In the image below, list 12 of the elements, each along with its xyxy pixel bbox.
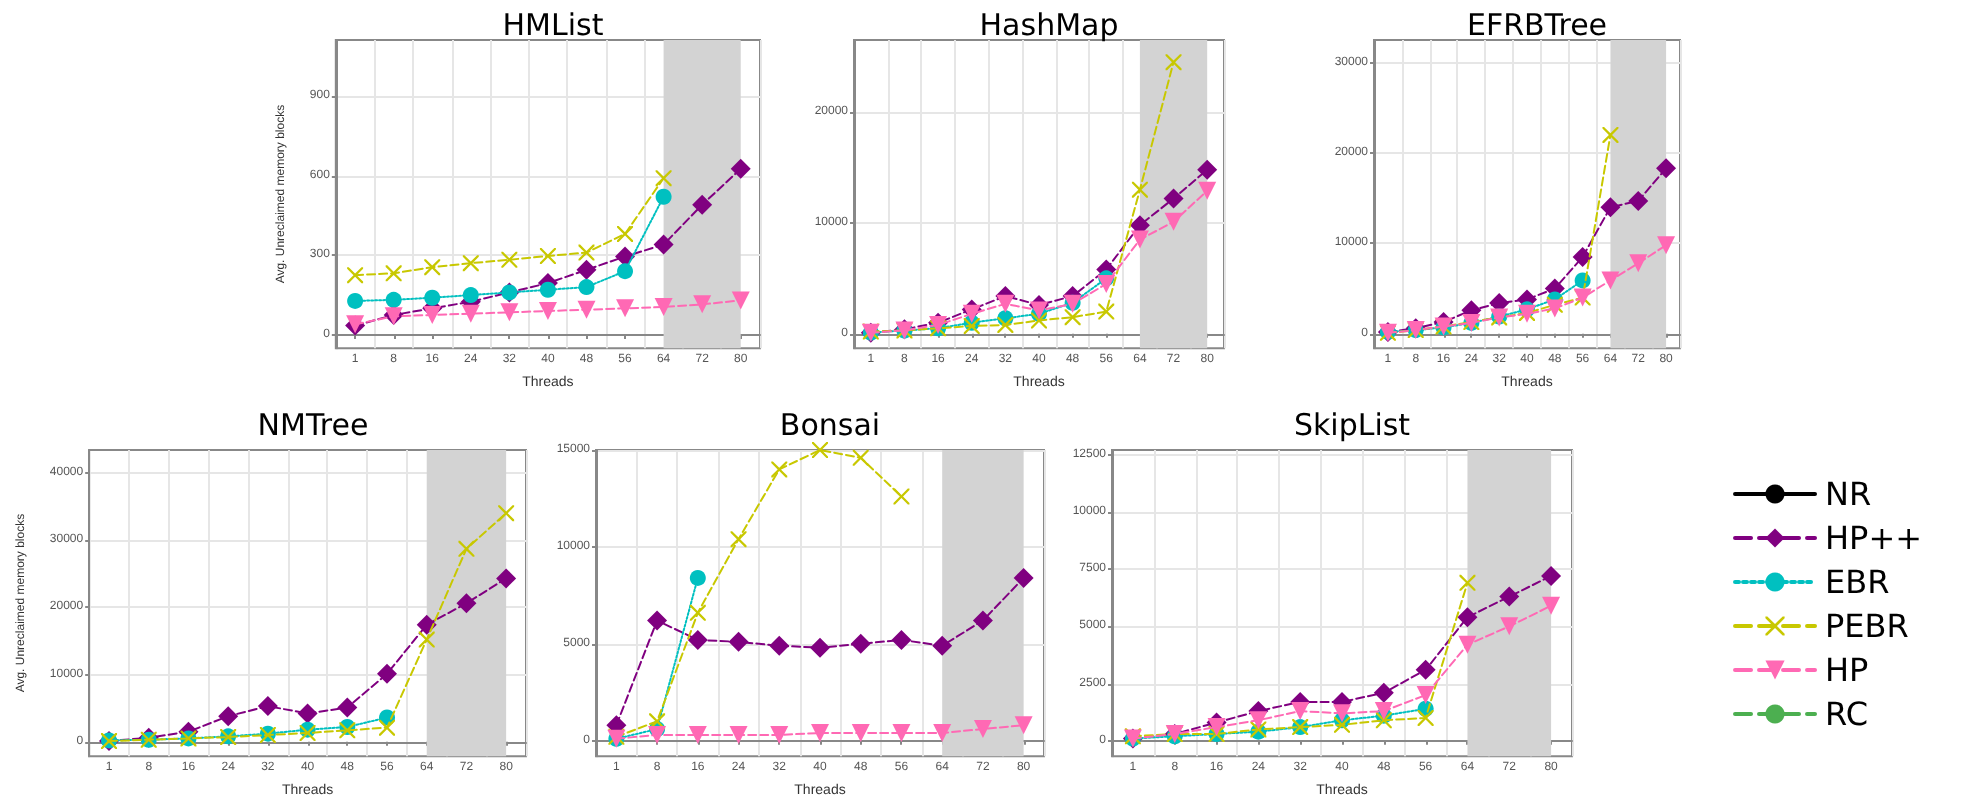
chart-title: SkipList: [1293, 407, 1411, 443]
chart-title: HashMap: [979, 7, 1119, 43]
chart-title: Bonsai: [779, 407, 881, 443]
legend-label: HP: [1825, 651, 1870, 689]
legend-label: EBR: [1825, 563, 1890, 601]
legend-label: RC: [1825, 695, 1869, 733]
chart-title: EFRBTree: [1466, 7, 1608, 43]
chart-title: NMTree: [257, 407, 369, 443]
legend-label: NR: [1825, 475, 1872, 513]
legend-label: HP++: [1825, 519, 1923, 557]
chart-title: HMList: [502, 7, 604, 43]
legend-label: PEBR: [1825, 607, 1909, 645]
